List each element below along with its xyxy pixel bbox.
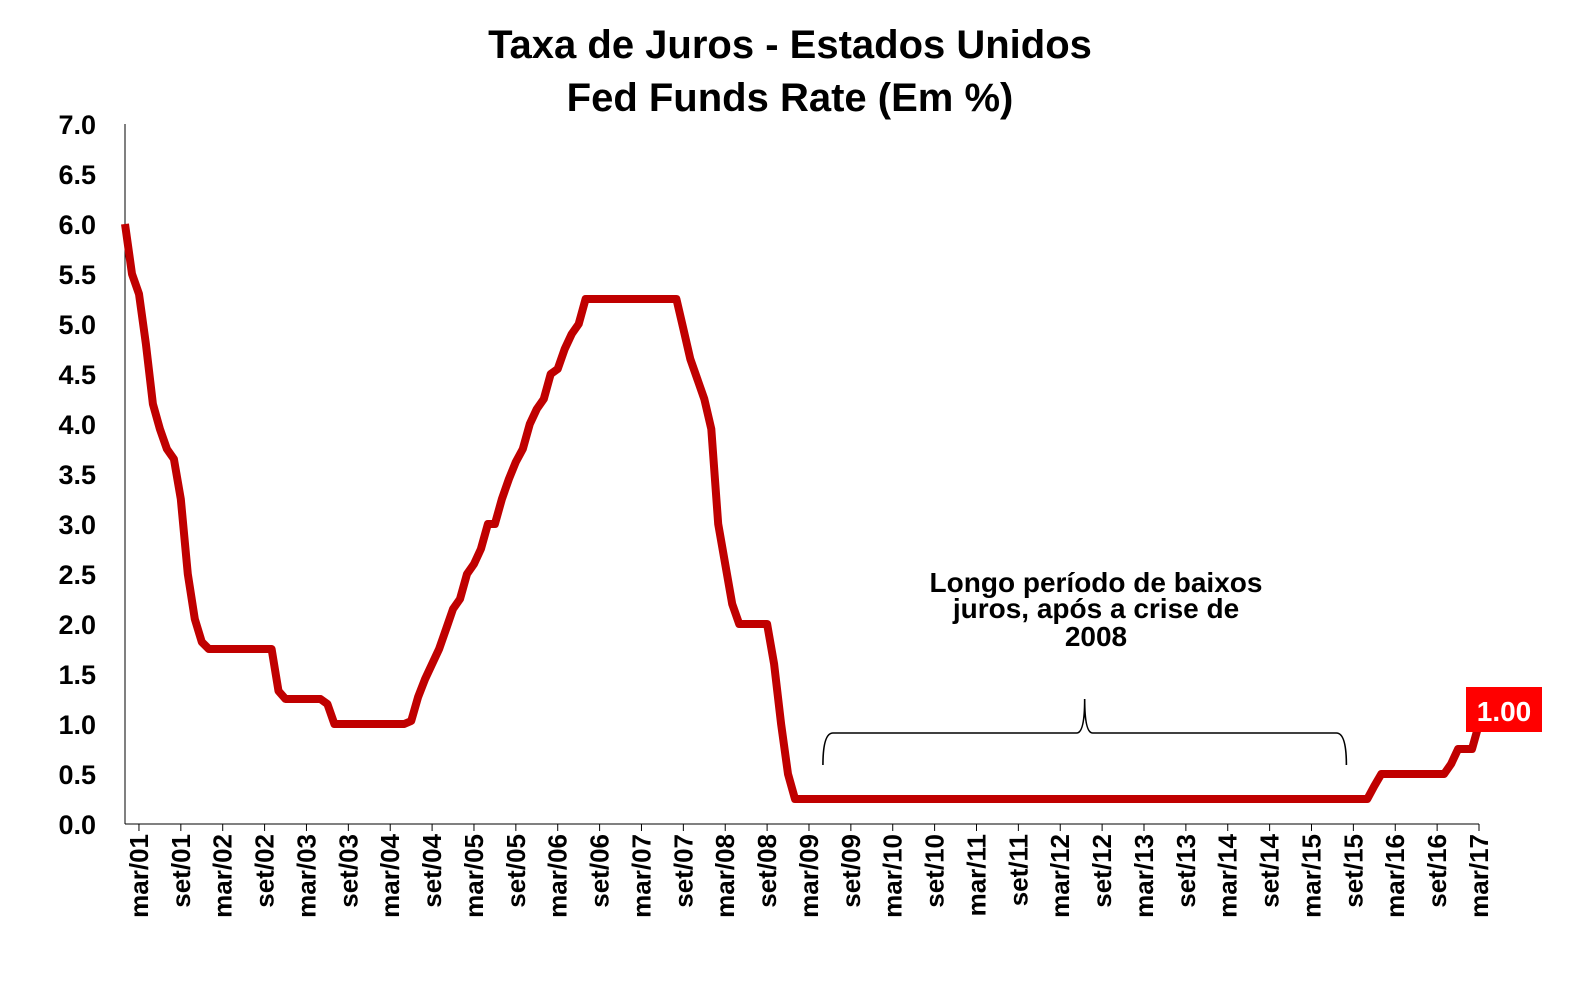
x-tick-label: mar/03 (291, 834, 321, 918)
x-tick-label: mar/16 (1380, 834, 1410, 918)
y-tick-label: 5.0 (58, 310, 96, 340)
x-tick-label: mar/05 (459, 834, 489, 918)
chart-title-line-1: Taxa de Juros - Estados Unidos (488, 23, 1092, 67)
x-tick-label: mar/17 (1464, 834, 1494, 918)
annotation-brace (822, 698, 1348, 766)
chart-title-line-2: Fed Funds Rate (Em %) (567, 76, 1014, 120)
x-tick-label: set/05 (501, 834, 531, 908)
y-tick-label: 3.5 (58, 460, 96, 490)
y-tick-label: 4.0 (58, 410, 96, 440)
x-tick-label: set/16 (1422, 834, 1452, 908)
y-tick-label: 1.5 (58, 660, 96, 690)
y-tick-label: 1.0 (58, 710, 96, 740)
x-tick-label: set/04 (417, 833, 447, 907)
annotation-text-line: juros, após a crise de (952, 593, 1239, 624)
x-tick-label: mar/06 (543, 834, 573, 918)
end-value-badge (1466, 687, 1542, 732)
x-tick-label: mar/15 (1296, 834, 1326, 918)
x-tick-label: mar/01 (124, 834, 154, 918)
y-tick-label: 0.0 (58, 810, 96, 840)
x-tick-label: mar/02 (208, 834, 238, 918)
x-tick-label: mar/13 (1129, 834, 1159, 918)
x-tick-label: set/06 (585, 834, 615, 908)
y-tick-label: 6.0 (58, 210, 96, 240)
x-tick-label: mar/14 (1213, 833, 1243, 917)
x-tick-label: mar/11 (961, 834, 991, 916)
x-axis: mar/01 set/01 mar/02 set/02 mar/03 set/03 mar/… (124, 823, 1494, 918)
y-tick-label: 2.5 (58, 560, 96, 590)
y-tick-label: 0.5 (58, 760, 96, 790)
x-tick-label: set/10 (920, 834, 950, 908)
x-tick-label: set/08 (752, 834, 782, 908)
y-tick-label: 5.5 (58, 260, 96, 290)
x-tick-label: set/09 (836, 834, 866, 908)
series-line (121, 223, 1483, 803)
x-tick-label: mar/12 (1045, 834, 1075, 918)
y-tick-label: 6.5 (58, 160, 96, 190)
x-tick-label: mar/08 (710, 834, 740, 918)
y-tick-label: 2.0 (58, 610, 96, 640)
x-tick-label: set/13 (1171, 834, 1201, 908)
y-tick-label: 4.5 (58, 360, 96, 390)
series-layer (121, 223, 1483, 803)
y-tick-label: 7.0 (58, 110, 96, 140)
x-tick-label: set/07 (668, 834, 698, 908)
annotation-text-line: Longo período de baixos (930, 567, 1263, 598)
y-axis: 0.0 0.5 1.0 1.5 2.0 2.5 3.0 3.5 4.0 4.5 5.0 5.5 6.0 6… (58, 110, 126, 840)
end-value-label: 1.00 (1477, 696, 1532, 727)
x-tick-label: mar/09 (794, 834, 824, 918)
end-label-layer: 1.00 (1466, 687, 1542, 732)
x-tick-label: mar/07 (626, 834, 656, 918)
x-tick-label: set/02 (250, 834, 280, 908)
y-tick-label: 3.0 (58, 510, 96, 540)
x-tick-label: mar/04 (375, 833, 405, 917)
annotation-text-line: 2008 (1065, 621, 1127, 652)
x-tick-label: set/01 (166, 834, 196, 908)
x-tick-label: set/14 (1255, 833, 1285, 907)
x-tick-label: set/11 (1003, 834, 1033, 906)
x-tick-label: set/15 (1338, 834, 1368, 908)
x-tick-label: mar/10 (878, 834, 908, 918)
x-tick-label: set/12 (1087, 834, 1117, 908)
x-tick-label: set/03 (333, 834, 363, 908)
